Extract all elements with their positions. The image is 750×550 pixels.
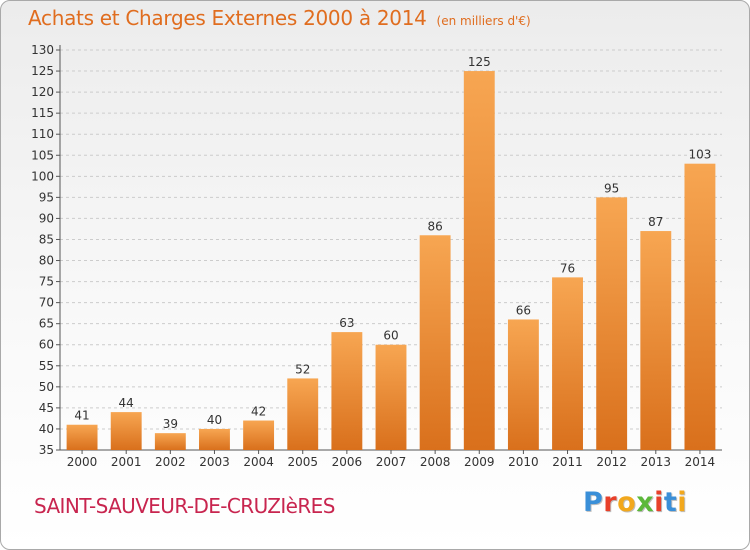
bar-2002 bbox=[154, 433, 186, 450]
y-tick-label: 115 bbox=[31, 106, 54, 120]
y-tick-label: 65 bbox=[39, 317, 54, 331]
x-tick-label: 2008 bbox=[420, 455, 451, 469]
bar-2001 bbox=[110, 412, 142, 450]
bar-value-label: 42 bbox=[251, 405, 266, 419]
y-tick-label: 45 bbox=[39, 401, 54, 415]
bar-value-label: 95 bbox=[604, 181, 619, 195]
y-tick-label: 40 bbox=[39, 422, 54, 436]
bar-value-label: 44 bbox=[119, 396, 134, 410]
bar-value-label: 60 bbox=[383, 329, 398, 343]
bar-value-label: 66 bbox=[516, 303, 531, 317]
logo-letter: t bbox=[663, 487, 678, 518]
x-tick-label: 2010 bbox=[508, 455, 539, 469]
bar-2000 bbox=[66, 424, 98, 450]
commune-name: SAINT-SAUVEUR-DE-CRUZIèRES bbox=[34, 494, 335, 518]
y-tick-label: 75 bbox=[39, 275, 54, 289]
y-tick-label: 60 bbox=[39, 338, 54, 352]
x-tick-label: 2007 bbox=[376, 455, 407, 469]
x-tick-label: 2012 bbox=[596, 455, 627, 469]
y-tick-label: 70 bbox=[39, 296, 54, 310]
bar-value-label: 103 bbox=[688, 148, 711, 162]
bar-value-label: 41 bbox=[74, 409, 89, 423]
bars: 41 44 39 40 42 52 63 60 86 125 66 76 95 87 103 bbox=[66, 55, 716, 450]
x-tick-label: 2005 bbox=[287, 455, 318, 469]
bar-value-label: 40 bbox=[207, 413, 222, 427]
y-tick-label: 95 bbox=[39, 190, 54, 204]
bar-value-label: 39 bbox=[163, 417, 178, 431]
x-tick-label: 2014 bbox=[685, 455, 716, 469]
x-tick-label: 2006 bbox=[332, 455, 363, 469]
bar-2014 bbox=[684, 163, 716, 450]
bar-value-label: 63 bbox=[339, 316, 354, 330]
bar-2009 bbox=[463, 71, 495, 450]
y-tick-label: 35 bbox=[39, 443, 54, 457]
logo-letter: i bbox=[677, 487, 688, 518]
y-tick-label: 85 bbox=[39, 232, 54, 246]
x-tick-label: 2004 bbox=[243, 455, 274, 469]
bar-value-label: 87 bbox=[648, 215, 663, 229]
bar-2012 bbox=[596, 197, 628, 450]
y-tick-label: 125 bbox=[31, 64, 54, 78]
bar-value-label: 86 bbox=[427, 219, 442, 233]
y-tick-label: 130 bbox=[31, 43, 54, 57]
y-tick-label: 110 bbox=[31, 127, 54, 141]
logo-letter: r bbox=[603, 487, 618, 518]
logo-letter: x bbox=[636, 487, 655, 518]
bar-2007 bbox=[375, 344, 407, 450]
y-tick-label: 50 bbox=[39, 380, 54, 394]
bar-2008 bbox=[419, 235, 451, 450]
chart-title-unit: (en milliers d'€) bbox=[436, 14, 531, 28]
y-tick-label: 105 bbox=[31, 148, 54, 162]
x-tick-label: 2013 bbox=[641, 455, 672, 469]
bar-2004 bbox=[243, 420, 275, 450]
y-tick-label: 120 bbox=[31, 85, 54, 99]
x-tick-label: 2002 bbox=[155, 455, 186, 469]
y-tick-label: 80 bbox=[39, 254, 54, 268]
bar-2003 bbox=[199, 428, 230, 450]
bar-2010 bbox=[507, 319, 539, 450]
y-tick-label: 90 bbox=[39, 211, 54, 225]
chart-title-main: Achats et Charges Externes 2000 à 2014 bbox=[28, 6, 427, 30]
chart-title: Achats et Charges Externes 2000 à 2014 (e… bbox=[28, 6, 531, 30]
y-tick-label: 100 bbox=[31, 169, 54, 183]
bar-value-label: 52 bbox=[295, 362, 310, 376]
bar-value-label: 76 bbox=[560, 261, 575, 275]
bar-value-label: 125 bbox=[468, 55, 491, 69]
x-tick-label: 2001 bbox=[111, 455, 142, 469]
y-tick-label: 55 bbox=[39, 359, 54, 373]
x-tick-label: 2009 bbox=[464, 455, 495, 469]
bar-2011 bbox=[552, 277, 583, 450]
bar-2006 bbox=[331, 332, 363, 450]
bar-2013 bbox=[640, 231, 672, 450]
logo-letter: P bbox=[583, 487, 604, 518]
logo-letter: o bbox=[617, 487, 637, 518]
proxiti-logo: Proxiti bbox=[583, 487, 687, 518]
logo-letter: i bbox=[654, 487, 664, 518]
x-tick-label: 2003 bbox=[199, 455, 230, 469]
x-tick-label: 2000 bbox=[67, 455, 98, 469]
bar-2005 bbox=[287, 378, 319, 450]
x-tick-label: 2011 bbox=[552, 455, 583, 469]
